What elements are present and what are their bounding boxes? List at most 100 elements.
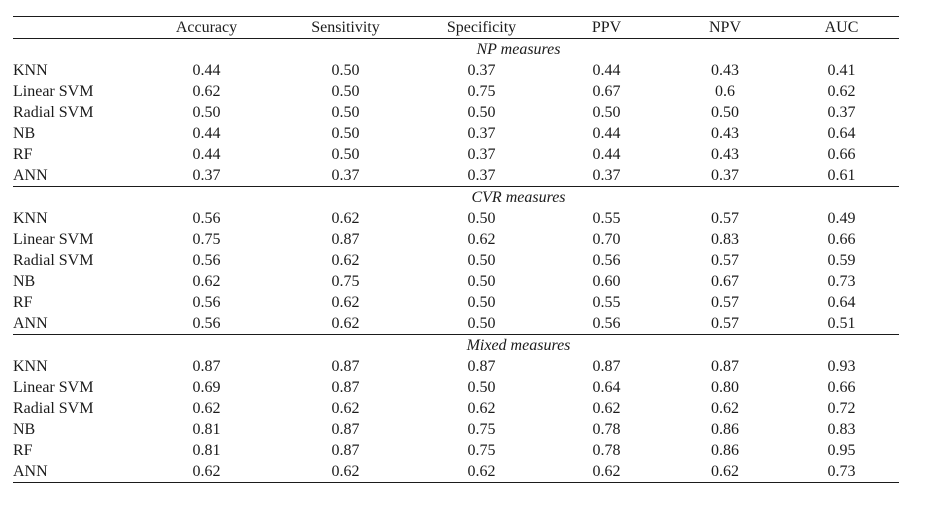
metric-value-cell: 0.66 (827, 379, 856, 396)
metric-value-cell: 0.86 (711, 442, 739, 459)
metric-value-cell: 0.50 (331, 125, 360, 142)
row-label: ANN (13, 313, 138, 335)
metric-value-cell: 0.56 (138, 313, 275, 335)
table-row: ANN 0.37 0.37 0.37 0.37 0.37 0.61 (13, 165, 899, 187)
metric-value-cell: 0.87 (467, 358, 496, 375)
row-label: NB (13, 421, 36, 438)
metric-value-cell: 0.59 (827, 252, 856, 269)
metric-value-cell: 0.75 (467, 421, 496, 438)
metric-value-cell: 0.83 (827, 421, 856, 438)
metric-value-cell: 0.50 (331, 83, 360, 100)
row-label: RF (13, 146, 33, 163)
metric-value-cell: 0.56 (192, 210, 221, 227)
metric-value-cell: 0.70 (592, 231, 621, 248)
metric-value-cell: 0.62 (592, 400, 621, 417)
metric-value-cell: 0.37 (827, 104, 856, 121)
metric-value-cell: 0.50 (331, 62, 360, 79)
section-label-row: CVR measures (13, 187, 899, 209)
row-label: ANN (13, 461, 138, 483)
column-header-ppv: PPV (547, 16, 666, 39)
metric-value-cell: 0.81 (192, 442, 221, 459)
metric-value-cell: 0.80 (711, 379, 739, 396)
metric-value-cell: 0.62 (331, 294, 360, 311)
row-label: Linear SVM (13, 379, 94, 396)
section-label-row: NP measures (13, 39, 899, 61)
metric-value-cell: 0.6 (715, 83, 735, 100)
metric-value-cell: 0.62 (666, 461, 784, 483)
section-label: NP measures (476, 41, 561, 58)
metric-value-cell: 0.44 (592, 146, 621, 163)
metric-value-cell: 0.44 (192, 146, 221, 163)
metric-value-cell: 0.44 (592, 62, 621, 79)
table-row: NB 0.62 0.75 0.50 0.60 0.67 0.73 (13, 271, 899, 292)
column-header-auc: AUC (784, 16, 899, 39)
metric-value-cell: 0.67 (711, 273, 739, 290)
row-label: NB (13, 273, 36, 290)
metric-value-cell: 0.95 (827, 442, 856, 459)
metric-value-cell: 0.62 (331, 400, 360, 417)
metric-value-cell: 0.87 (711, 358, 739, 375)
metric-value-cell: 0.64 (827, 125, 856, 142)
metric-value-cell: 0.62 (192, 400, 221, 417)
table-body: NP measures KNN 0.44 0.50 0.37 0.44 0.43 0.41 Li… (13, 39, 899, 483)
metric-value-cell: 0.62 (138, 461, 275, 483)
metric-value-cell: 0.50 (467, 379, 496, 396)
metric-value-cell: 0.75 (467, 83, 496, 100)
metric-value-cell: 0.57 (711, 294, 739, 311)
metric-value-cell: 0.41 (827, 62, 856, 79)
table-row: Linear SVM 0.75 0.87 0.62 0.70 0.83 0.66 (13, 229, 899, 250)
metric-value-cell: 0.37 (467, 125, 496, 142)
column-header-sensitivity: Sensitivity (275, 16, 416, 39)
section-label-spacer (13, 187, 138, 209)
row-label: KNN (13, 210, 48, 227)
metric-value-cell: 0.37 (547, 165, 666, 187)
metric-value-cell: 0.64 (827, 294, 856, 311)
table-row: Linear SVM 0.62 0.50 0.75 0.67 0.6 0.62 (13, 81, 899, 102)
section-label-spacer (13, 39, 138, 61)
metric-value-cell: 0.78 (592, 421, 621, 438)
row-label: ANN (13, 165, 138, 187)
metric-value-cell: 0.37 (666, 165, 784, 187)
metric-value-cell: 0.50 (192, 104, 221, 121)
metric-value-cell: 0.60 (592, 273, 621, 290)
table-row: ANN 0.56 0.62 0.50 0.56 0.57 0.51 (13, 313, 899, 335)
row-label: KNN (13, 358, 48, 375)
table-row: Linear SVM 0.69 0.87 0.50 0.64 0.80 0.66 (13, 377, 899, 398)
metric-value-cell: 0.50 (331, 104, 360, 121)
metric-value-cell: 0.73 (784, 461, 899, 483)
metric-value-cell: 0.50 (467, 252, 496, 269)
metric-value-cell: 0.56 (547, 313, 666, 335)
row-label: Radial SVM (13, 400, 94, 417)
table-row: KNN 0.56 0.62 0.50 0.55 0.57 0.49 (13, 208, 899, 229)
metric-value-cell: 0.62 (275, 461, 416, 483)
row-label: Linear SVM (13, 231, 94, 248)
metric-value-cell: 0.66 (827, 231, 856, 248)
section-label-spacer (13, 335, 138, 357)
metric-value-cell: 0.43 (711, 125, 739, 142)
metric-value-cell: 0.62 (416, 461, 547, 483)
metric-value-cell: 0.93 (827, 358, 856, 375)
metric-value-cell: 0.37 (416, 165, 547, 187)
table-row: RF 0.81 0.87 0.75 0.78 0.86 0.95 (13, 440, 899, 461)
metric-value-cell: 0.49 (827, 210, 856, 227)
section-label: CVR measures (471, 189, 566, 206)
metric-value-cell: 0.75 (192, 231, 221, 248)
section-label-row: Mixed measures (13, 335, 899, 357)
metric-value-cell: 0.44 (192, 125, 221, 142)
row-label: KNN (13, 62, 48, 79)
metric-value-cell: 0.37 (138, 165, 275, 187)
metric-value-cell: 0.78 (592, 442, 621, 459)
row-label: Linear SVM (13, 83, 94, 100)
metric-value-cell: 0.50 (467, 104, 496, 121)
metric-value-cell: 0.62 (331, 252, 360, 269)
metric-value-cell: 0.37 (467, 62, 496, 79)
metric-value-cell: 0.87 (331, 442, 360, 459)
table-row: KNN 0.87 0.87 0.87 0.87 0.87 0.93 (13, 356, 899, 377)
row-label: NB (13, 125, 36, 142)
metric-value-cell: 0.86 (711, 421, 739, 438)
metric-value-cell: 0.56 (592, 252, 621, 269)
metric-value-cell: 0.62 (331, 210, 360, 227)
metric-value-cell: 0.51 (784, 313, 899, 335)
row-label: Radial SVM (13, 104, 94, 121)
table-row: NB 0.81 0.87 0.75 0.78 0.86 0.83 (13, 419, 899, 440)
